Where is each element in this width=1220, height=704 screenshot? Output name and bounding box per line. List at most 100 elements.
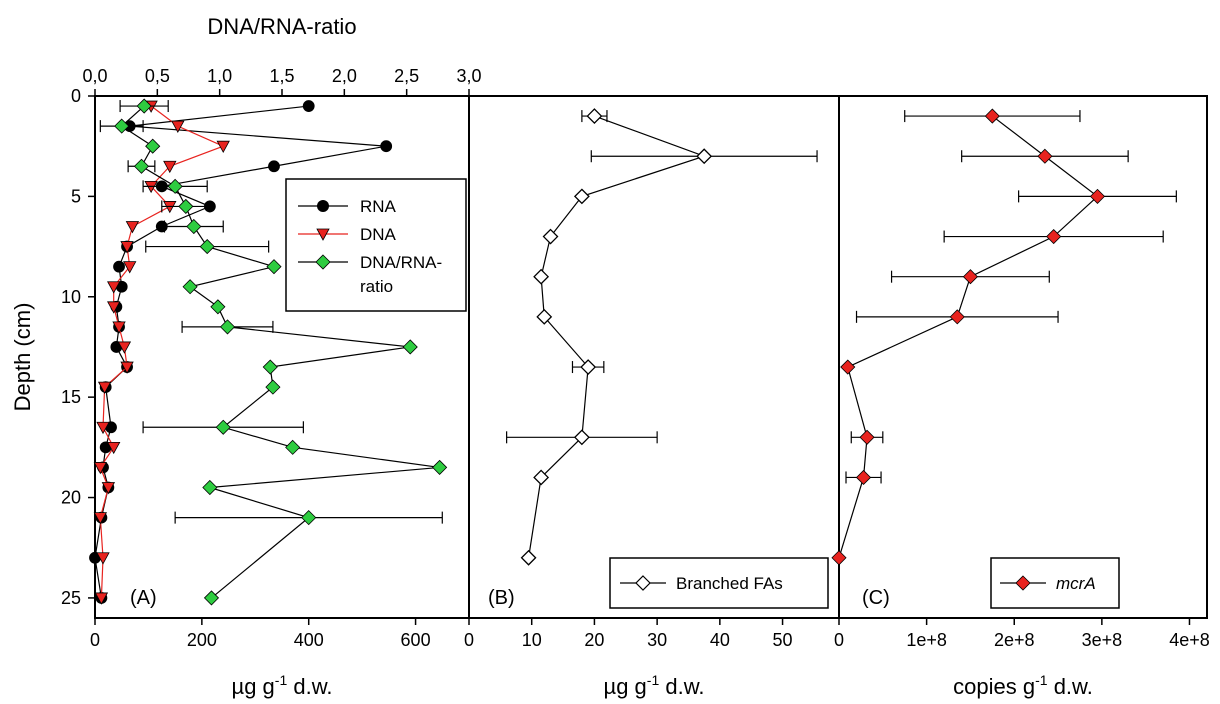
y-tick-label: 20 xyxy=(61,488,81,508)
legend-rna-marker xyxy=(317,200,329,212)
x-tick-label-b: 0 xyxy=(464,630,474,650)
point-dna-rna-ratio xyxy=(262,359,278,375)
point-dna-rna-ratio xyxy=(182,279,198,295)
y-tick-label: 5 xyxy=(71,186,81,206)
point-dna xyxy=(107,301,121,314)
y-tick-label: 25 xyxy=(61,588,81,608)
point-dna-rna-ratio xyxy=(203,590,220,606)
point-dna-rna-ratio xyxy=(210,299,226,315)
point-mcra xyxy=(1037,148,1053,164)
point-dna xyxy=(120,361,134,374)
x-tick-label-b: 30 xyxy=(647,630,667,650)
point-branched-fas xyxy=(542,228,559,245)
point-branched-fas xyxy=(536,308,553,325)
point-branched-fas xyxy=(573,188,590,205)
x-tick-label-b: 40 xyxy=(710,630,730,650)
x-tick-label-c: 4e+8 xyxy=(1169,630,1210,650)
series-line-rna xyxy=(94,105,387,599)
point-dna-rna-ratio xyxy=(178,198,194,214)
x2-tick-label: 3,0 xyxy=(456,66,481,86)
legend-ratio-label-2: ratio xyxy=(360,277,393,296)
point-mcra xyxy=(859,429,875,445)
point-dna xyxy=(112,321,126,334)
point-dna xyxy=(107,441,121,455)
point-dna-rna-ratio xyxy=(199,239,215,255)
point-dna xyxy=(107,281,121,294)
x2-tick-label: 0,0 xyxy=(82,66,107,86)
point-dna xyxy=(94,592,109,605)
point-dna xyxy=(171,120,185,133)
point-rna xyxy=(268,160,280,173)
point-dna-rna-ratio xyxy=(402,339,418,355)
legend-a: RNA DNA DNA/RNA- ratio xyxy=(285,178,467,312)
legend-rna-label: RNA xyxy=(360,197,397,216)
x-tick-label-a: 400 xyxy=(294,630,324,650)
point-dna xyxy=(101,482,116,495)
x-tick-label-a: 0 xyxy=(90,630,100,650)
point-dna-rna-ratio xyxy=(133,158,150,174)
legend-ratio-label-1: DNA/RNA- xyxy=(360,253,442,272)
x2-tick-label: 1,0 xyxy=(207,66,232,86)
point-dna xyxy=(123,261,137,274)
series-line-branched-fas xyxy=(527,115,706,558)
point-dna-rna-ratio xyxy=(136,98,152,114)
series-line-dna xyxy=(99,105,225,598)
x-tick-label-c: 0 xyxy=(834,630,844,650)
point-dna-rna-ratio xyxy=(265,379,281,395)
panel-b-frame xyxy=(468,95,840,619)
x-tick-label-b: 50 xyxy=(773,630,793,650)
point-branched-fas xyxy=(586,108,603,124)
panel-label-a: (A) xyxy=(130,587,157,609)
x-axis-title-c: copies g-1 d.w. xyxy=(953,672,1093,699)
point-mcra xyxy=(962,269,978,285)
x-tick-label-c: 1e+8 xyxy=(906,630,947,650)
point-dna-rna-ratio xyxy=(215,419,231,435)
panel-c-frame xyxy=(838,95,1208,619)
point-mcra xyxy=(840,359,856,375)
point-dna xyxy=(163,160,177,174)
y-tick-label: 15 xyxy=(61,387,81,407)
x2-tick-label: 0,5 xyxy=(145,66,170,86)
point-dna-rna-ratio xyxy=(145,138,161,154)
panel-label-c: (C) xyxy=(862,587,890,609)
point-dna xyxy=(93,512,108,525)
point-dna xyxy=(96,421,110,435)
legend-bfa-label: Branched FAs xyxy=(676,574,783,593)
x-axis-title-a: µg g-1 d.w. xyxy=(232,672,333,699)
x2-tick-label: 1,5 xyxy=(269,66,294,86)
point-branched-fas xyxy=(573,429,590,446)
x-tick-label-b: 10 xyxy=(522,630,542,650)
legend-ratio-marker xyxy=(315,254,331,270)
x2-tick-label: 2,0 xyxy=(332,66,357,86)
point-rna xyxy=(380,140,393,153)
point-dna xyxy=(117,341,132,354)
point-dna-rna-ratio xyxy=(114,118,130,134)
legend-b: Branched FAs xyxy=(609,557,829,609)
y-axis-title: Depth (cm) xyxy=(10,303,35,412)
x-tick-label-c: 2e+8 xyxy=(994,630,1035,650)
point-dna xyxy=(216,140,230,154)
point-dna xyxy=(120,241,134,254)
point-dna-rna-ratio xyxy=(285,439,301,455)
point-mcra xyxy=(984,108,1000,124)
x-tick-label-c: 3e+8 xyxy=(1082,630,1123,650)
point-dna-rna-ratio xyxy=(167,178,183,194)
point-mcra xyxy=(1089,188,1106,204)
point-branched-fas xyxy=(533,268,550,285)
point-mcra xyxy=(831,550,847,566)
point-rna xyxy=(113,260,125,273)
point-dna xyxy=(125,221,140,234)
point-dna-rna-ratio xyxy=(301,510,317,526)
point-branched-fas xyxy=(533,469,550,486)
legend-a-box xyxy=(285,178,467,312)
point-dna xyxy=(93,462,108,475)
point-mcra xyxy=(855,469,872,486)
point-mcra xyxy=(949,309,965,325)
point-rna xyxy=(302,100,315,112)
legend-dna-marker xyxy=(316,228,330,241)
x-tick-label-a: 600 xyxy=(401,630,431,650)
point-branched-fas xyxy=(520,549,537,566)
point-branched-fas xyxy=(696,148,713,165)
